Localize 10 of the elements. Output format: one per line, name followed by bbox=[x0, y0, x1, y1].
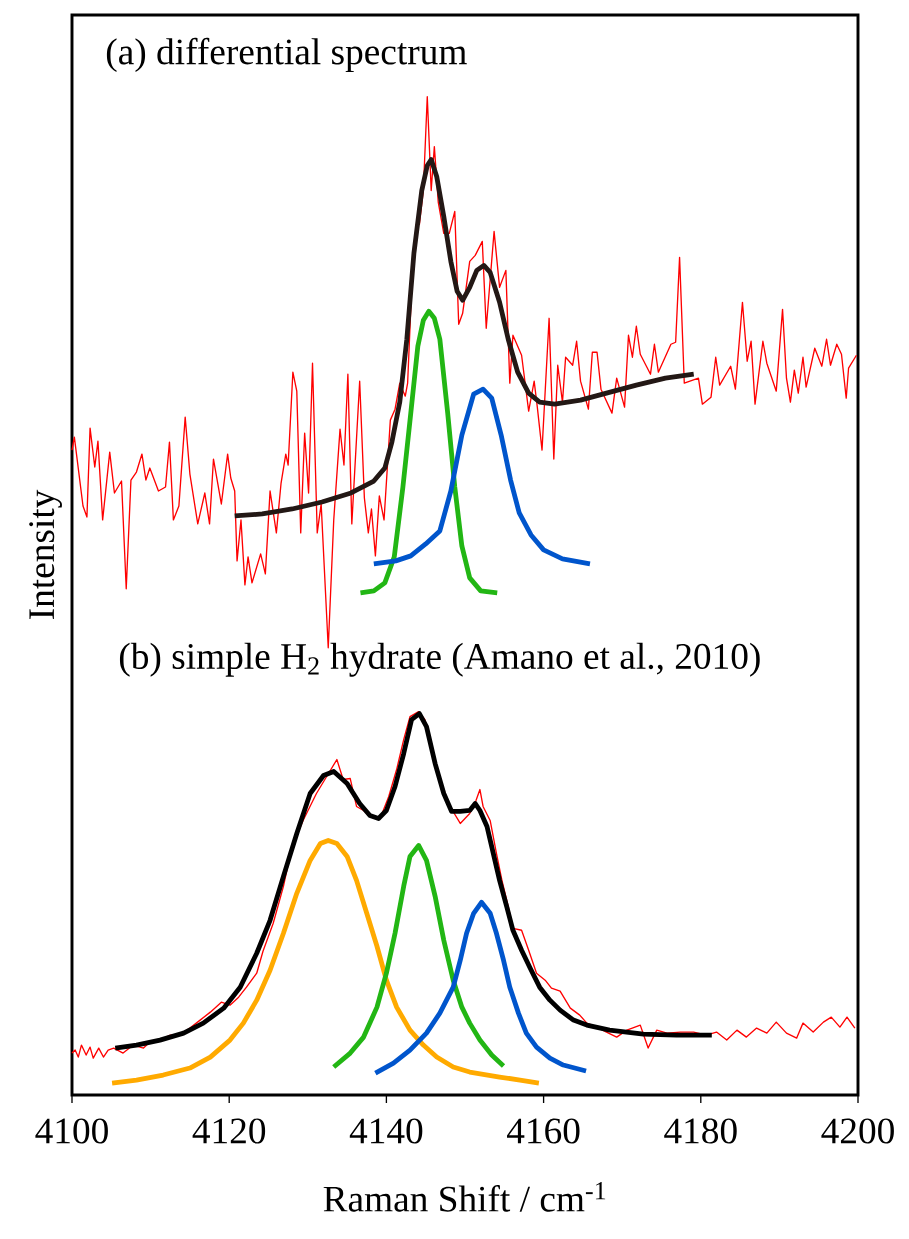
x-axis-title: Raman Shift / cm$^{-1}$ bbox=[323, 1182, 606, 1212]
x-tick-label: 4200 bbox=[821, 1118, 894, 1144]
x-tick-label: 4160 bbox=[507, 1118, 580, 1144]
x-tick-label: 4120 bbox=[192, 1118, 266, 1144]
text: (a) differential spectrum bbox=[106, 37, 467, 73]
x-tick-label: 4180 bbox=[664, 1118, 737, 1144]
annotation: (b) simple H$_{2}$ hydrate (Amano et al., 2010) bbox=[119, 642, 760, 677]
x-tick-label: 4100 bbox=[35, 1118, 108, 1144]
x-tick-label: 4140 bbox=[349, 1118, 423, 1144]
y-axis-title: Intensity bbox=[29, 489, 62, 619]
